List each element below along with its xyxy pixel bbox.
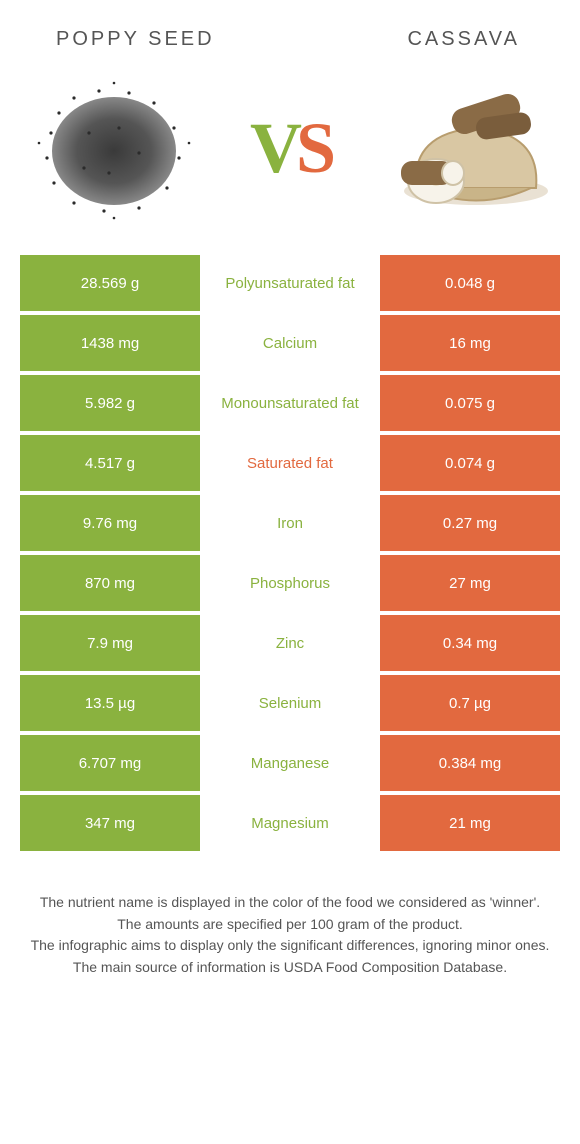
right-value: 27 mg — [380, 555, 560, 611]
nutrient-row: 9.76 mgIron0.27 mg — [20, 495, 560, 551]
footer-line: The main source of information is USDA F… — [28, 958, 552, 978]
nutrient-row: 6.707 mgManganese0.384 mg — [20, 735, 560, 791]
nutrient-label: Saturated fat — [200, 435, 380, 491]
left-value: 5.982 g — [20, 375, 200, 431]
nutrient-row: 7.9 mgZinc0.34 mg — [20, 615, 560, 671]
nutrient-table: 28.569 gPolyunsaturated fat0.048 g1438 m… — [20, 255, 560, 851]
footer-line: The nutrient name is displayed in the co… — [28, 893, 552, 913]
hero-row: VS — [0, 61, 580, 251]
left-value: 1438 mg — [20, 315, 200, 371]
left-value: 347 mg — [20, 795, 200, 851]
nutrient-row: 1438 mgCalcium16 mg — [20, 315, 560, 371]
left-value: 7.9 mg — [20, 615, 200, 671]
left-value: 28.569 g — [20, 255, 200, 311]
poppy-seed-image — [24, 68, 204, 228]
left-value: 870 mg — [20, 555, 200, 611]
footer-line: The infographic aims to display only the… — [28, 936, 552, 956]
titles-row: POPPY SEED CASSAVA — [0, 0, 580, 61]
nutrient-label: Monounsaturated fat — [200, 375, 380, 431]
nutrient-label: Iron — [200, 495, 380, 551]
left-value: 9.76 mg — [20, 495, 200, 551]
right-value: 21 mg — [380, 795, 560, 851]
nutrient-label: Polyunsaturated fat — [200, 255, 380, 311]
nutrient-row: 13.5 µgSelenium0.7 µg — [20, 675, 560, 731]
nutrient-row: 28.569 gPolyunsaturated fat0.048 g — [20, 255, 560, 311]
right-value: 0.048 g — [380, 255, 560, 311]
nutrient-label: Calcium — [200, 315, 380, 371]
right-value: 0.075 g — [380, 375, 560, 431]
nutrient-label: Selenium — [200, 675, 380, 731]
cassava-image — [376, 68, 556, 228]
left-value: 13.5 µg — [20, 675, 200, 731]
vs-v: V — [250, 108, 296, 188]
title-left: POPPY SEED — [56, 28, 215, 51]
right-value: 0.34 mg — [380, 615, 560, 671]
nutrient-row: 347 mgMagnesium21 mg — [20, 795, 560, 851]
right-value: 0.074 g — [380, 435, 560, 491]
left-value: 4.517 g — [20, 435, 200, 491]
footer-line: The amounts are specified per 100 gram o… — [28, 915, 552, 935]
vs-s: S — [296, 108, 330, 188]
left-value: 6.707 mg — [20, 735, 200, 791]
nutrient-label: Magnesium — [200, 795, 380, 851]
nutrient-label: Phosphorus — [200, 555, 380, 611]
nutrient-row: 5.982 gMonounsaturated fat0.075 g — [20, 375, 560, 431]
right-value: 16 mg — [380, 315, 560, 371]
right-value: 0.27 mg — [380, 495, 560, 551]
nutrient-row: 870 mgPhosphorus27 mg — [20, 555, 560, 611]
right-value: 0.7 µg — [380, 675, 560, 731]
title-right: CASSAVA — [407, 28, 520, 51]
vs-label: VS — [250, 107, 330, 190]
nutrient-row: 4.517 gSaturated fat0.074 g — [20, 435, 560, 491]
nutrient-label: Zinc — [200, 615, 380, 671]
footer-notes: The nutrient name is displayed in the co… — [0, 855, 580, 977]
nutrient-label: Manganese — [200, 735, 380, 791]
right-value: 0.384 mg — [380, 735, 560, 791]
